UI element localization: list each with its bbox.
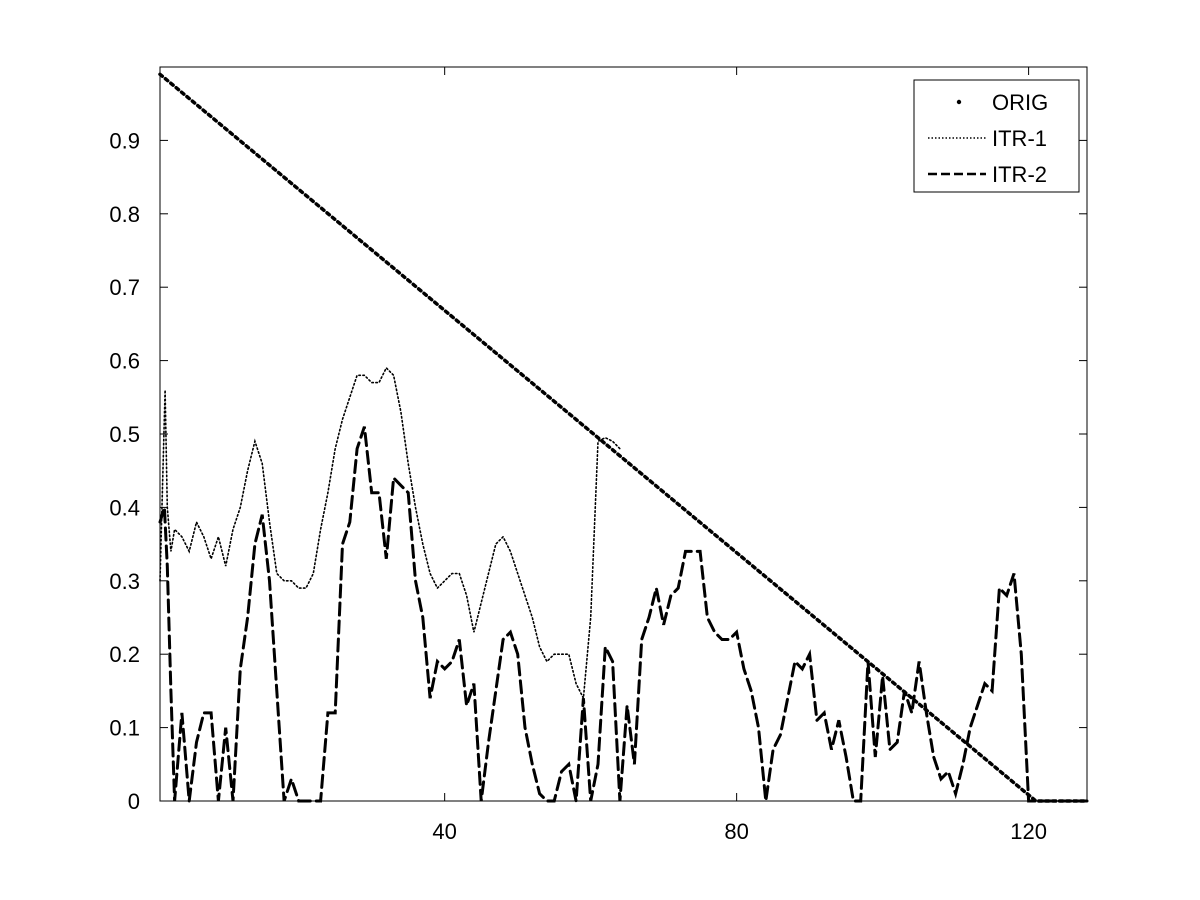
y-tick-label: 0.3 (109, 569, 140, 594)
x-tick-label: 80 (724, 819, 748, 844)
legend-label-orig: ORIG (992, 90, 1048, 115)
y-tick-label: 0.4 (109, 495, 140, 520)
y-tick-label: 0.8 (109, 202, 140, 227)
legend-swatch-orig (956, 99, 962, 105)
y-tick-label: 0 (128, 789, 140, 814)
legend-label-itr-2: ITR-2 (992, 162, 1047, 187)
y-tick-label: 0.2 (109, 642, 140, 667)
y-tick-label: 0.1 (109, 716, 140, 741)
y-tick-label: 0.7 (109, 275, 140, 300)
ticks-layer: 0 0.1 0.2 0.3 0.4 0.5 0.6 0.7 0.8 0.9 40 80 120 (109, 67, 1087, 844)
series-line-itr-1 (159, 366, 621, 702)
legend: ORIG ITR-1 ITR-2 (913, 79, 1080, 193)
y-tick-label: 0.9 (109, 128, 140, 153)
y-tick-label: 0.5 (109, 422, 140, 447)
y-tick-label: 0.6 (109, 349, 140, 374)
x-tick-label: 120 (1010, 819, 1047, 844)
legend-label-itr-1: ITR-1 (992, 126, 1047, 151)
x-tick-label: 40 (432, 819, 456, 844)
